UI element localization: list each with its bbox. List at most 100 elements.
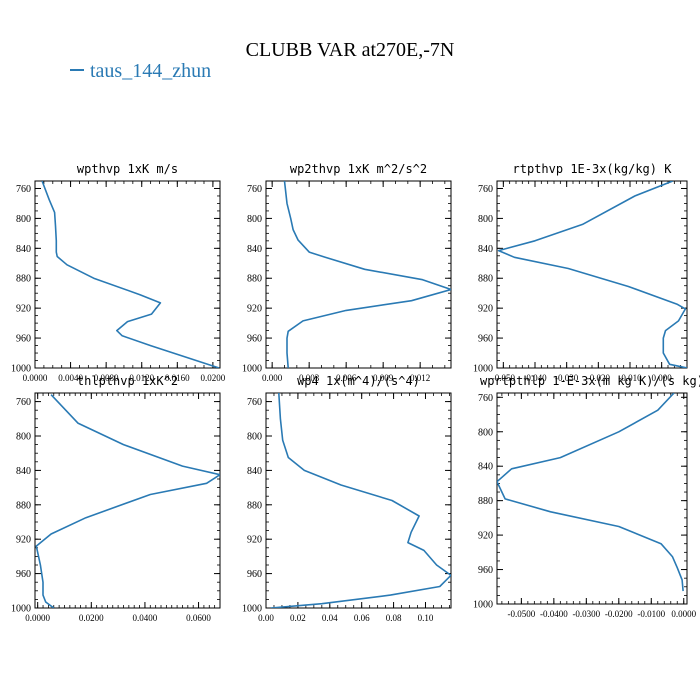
plot-frame	[265, 392, 452, 609]
plot-frame	[496, 392, 688, 605]
panel-title: wp4 1x(m^4)/(s^4)	[297, 374, 420, 388]
y-tick-label: 920	[478, 304, 493, 315]
plot-frame	[34, 180, 221, 369]
series-line	[497, 393, 684, 592]
x-tick-label: 0.0000	[671, 609, 696, 619]
y-tick-label: 960	[16, 569, 31, 580]
x-tick-label: 0.012	[410, 373, 430, 383]
y-tick-label: 760	[247, 184, 262, 195]
y-tick-label: 1000	[473, 364, 493, 375]
y-tick-label: 880	[478, 274, 493, 285]
x-tick-label: 0.06	[354, 613, 370, 623]
x-tick-label: 0.10	[418, 613, 434, 623]
y-tick-label: 920	[478, 531, 493, 542]
panel-title: rtpthvp 1E-3x(kg/kg) K	[513, 162, 673, 176]
y-tick-label: 960	[247, 334, 262, 345]
y-tick-label: 880	[247, 500, 262, 511]
panel-3: rtpthvp 1E-3x(kg/kg) K -0.050 -0.040 -0.030…	[473, 162, 688, 383]
y-tick-label: 880	[16, 274, 31, 285]
x-tick-label: 0.0000	[23, 373, 48, 383]
x-tick-label: 0.04	[322, 613, 338, 623]
series-line	[35, 394, 220, 608]
y-tick-label: 800	[478, 214, 493, 225]
panel-2: wp2thvp 1xK m^2/s^2 0.000 0.003 0.006 0.009 0…	[242, 162, 452, 383]
y-tick-label: 960	[16, 334, 31, 345]
y-tick-label: 880	[478, 496, 493, 507]
y-tick-label: 840	[247, 244, 262, 255]
plot-frame	[34, 392, 221, 609]
x-tick-label: 0.003	[299, 373, 320, 383]
x-tick-label: 0.08	[386, 613, 402, 623]
x-tick-label: 0.0080	[94, 373, 119, 383]
plot-frame	[496, 180, 688, 369]
panel-6: wprtpthlp 1-E-3x(m kg K)/(s kg) -0.0500 -0…	[473, 374, 700, 619]
x-tick-label: 0.006	[336, 373, 357, 383]
panel-title: wpthvp 1xK m/s	[77, 162, 178, 176]
x-tick-label: 0.0040	[58, 373, 83, 383]
y-tick-label: 880	[16, 500, 31, 511]
x-tick-label: -0.0400	[540, 609, 568, 619]
x-tick-label: 0.000	[262, 373, 283, 383]
x-tick-label: 0.009	[373, 373, 394, 383]
y-tick-label: 840	[478, 462, 493, 473]
x-tick-label: 0.0120	[129, 373, 154, 383]
y-tick-label: 920	[16, 535, 31, 546]
panel-title: wprtpthlp 1-E-3x(m kg K)/(s kg)	[480, 374, 700, 388]
x-tick-label: -0.040	[523, 373, 547, 383]
x-tick-label: -0.020	[587, 373, 611, 383]
figure-title: CLUBB VAR at270E,-7N	[246, 39, 455, 61]
x-tick-label: 0.0000	[25, 613, 50, 623]
y-tick-label: 800	[16, 214, 31, 225]
y-tick-label: 760	[16, 397, 31, 408]
y-tick-label: 760	[247, 397, 262, 408]
plot-frame	[265, 180, 452, 369]
y-tick-label: 760	[478, 393, 493, 404]
y-tick-label: 960	[247, 569, 262, 580]
x-tick-label: -0.010	[618, 373, 642, 383]
x-tick-label: -0.0200	[605, 609, 633, 619]
y-tick-label: 1000	[11, 364, 31, 375]
y-tick-label: 960	[478, 565, 493, 576]
panel-4: thlpthvp 1xK^2 0.0000 0.0200 0.0400 0.0600 76…	[11, 374, 221, 623]
y-tick-label: 760	[16, 184, 31, 195]
series-line	[497, 181, 687, 368]
series-line	[283, 181, 451, 368]
y-tick-label: 840	[16, 466, 31, 477]
x-tick-label: 0.0400	[133, 613, 158, 623]
x-tick-label: 0.0600	[186, 613, 211, 623]
y-tick-label: 920	[247, 535, 262, 546]
y-tick-label: 800	[247, 214, 262, 225]
series-line	[41, 181, 220, 368]
x-tick-label: 0.000	[652, 373, 673, 383]
y-tick-label: 920	[247, 304, 262, 315]
y-tick-label: 1000	[242, 364, 262, 375]
series-line	[270, 393, 451, 608]
panel-title: wp2thvp 1xK m^2/s^2	[290, 162, 427, 176]
panel-5: wp4 1x(m^4)/(s^4) 0.00 0.02 0.04 0.06 0.08 0.1…	[242, 374, 452, 623]
y-tick-label: 760	[478, 184, 493, 195]
panel-1: wpthvp 1xK m/s 0.0000 0.0040 0.0080 0.0120 0.…	[11, 162, 226, 383]
panel-title: thlpthvp 1xK^2	[77, 374, 178, 388]
x-tick-label: -0.0500	[507, 609, 535, 619]
x-tick-label: 0.0160	[165, 373, 190, 383]
x-tick-label: 0.02	[290, 613, 306, 623]
legend-label: taus_144_zhun	[90, 60, 211, 82]
x-tick-label: -0.0100	[637, 609, 665, 619]
x-tick-label: 0.00	[258, 613, 274, 623]
x-tick-label: 0.0200	[79, 613, 104, 623]
x-tick-label: 0.0200	[201, 373, 226, 383]
y-tick-label: 840	[478, 244, 493, 255]
y-tick-label: 800	[247, 432, 262, 443]
y-tick-label: 1000	[242, 604, 262, 615]
panels: wpthvp 1xK m/s 0.0000 0.0040 0.0080 0.0120 0.…	[11, 162, 700, 623]
y-tick-label: 800	[16, 432, 31, 443]
y-tick-label: 1000	[473, 600, 493, 611]
y-tick-label: 960	[478, 334, 493, 345]
x-tick-label: -0.030	[555, 373, 579, 383]
y-tick-label: 920	[16, 304, 31, 315]
y-tick-label: 800	[478, 427, 493, 438]
y-tick-label: 840	[247, 466, 262, 477]
y-tick-label: 1000	[11, 604, 31, 615]
y-tick-label: 880	[247, 274, 262, 285]
y-tick-label: 840	[16, 244, 31, 255]
